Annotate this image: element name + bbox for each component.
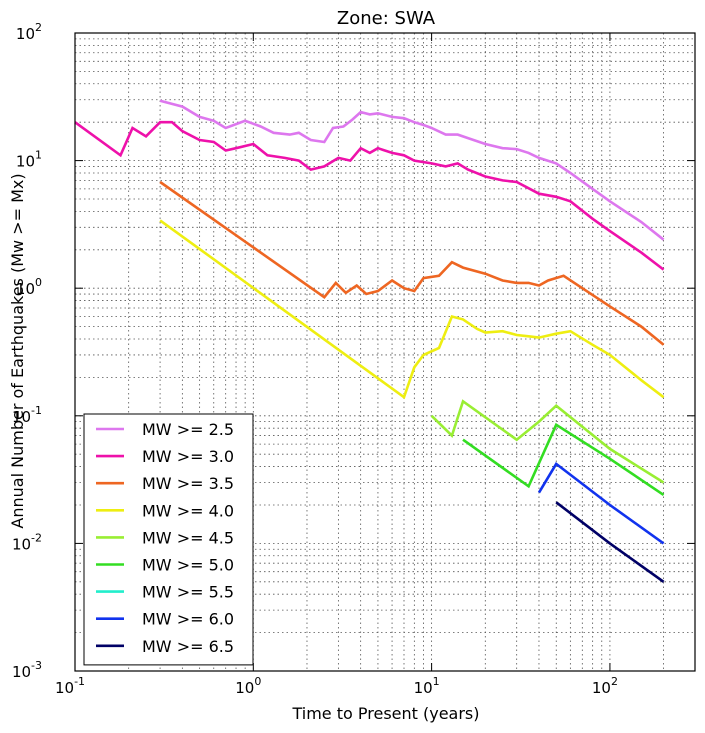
legend: MW >= 2.5 MW >= 3.0 MW >= 3.5 MW >= 4.0 MW >… (83, 413, 254, 666)
series-line (430, 399, 665, 484)
chart-title: Zone: SWA (337, 8, 436, 29)
legend-label: MW >= 2.5 (142, 420, 234, 439)
legend-label: MW >= 6.5 (142, 637, 234, 656)
legend-label: MW >= 3.5 (142, 474, 234, 493)
legend-label: MW >= 3.0 (142, 447, 234, 466)
series-line (462, 422, 665, 496)
series-line (159, 180, 665, 346)
series-line (159, 219, 665, 400)
series-line (537, 461, 665, 545)
legend-label: MW >= 6.0 (142, 610, 234, 629)
legend-label: MW >= 5.0 (142, 556, 234, 575)
plot-frame (74, 32, 696, 672)
series-line (555, 501, 665, 583)
series-line (74, 120, 665, 271)
legend-label: MW >= 5.5 (142, 583, 234, 602)
legend-label: MW >= 4.5 (142, 528, 234, 547)
series-line (159, 99, 665, 241)
x-axis-label: Time to Present (years) (291, 704, 479, 723)
y-axis-label: Annual Number of Earthquakes (Mw >= Mx) (8, 173, 27, 528)
legend-label: MW >= 4.0 (142, 501, 234, 520)
series-layer (74, 99, 665, 583)
